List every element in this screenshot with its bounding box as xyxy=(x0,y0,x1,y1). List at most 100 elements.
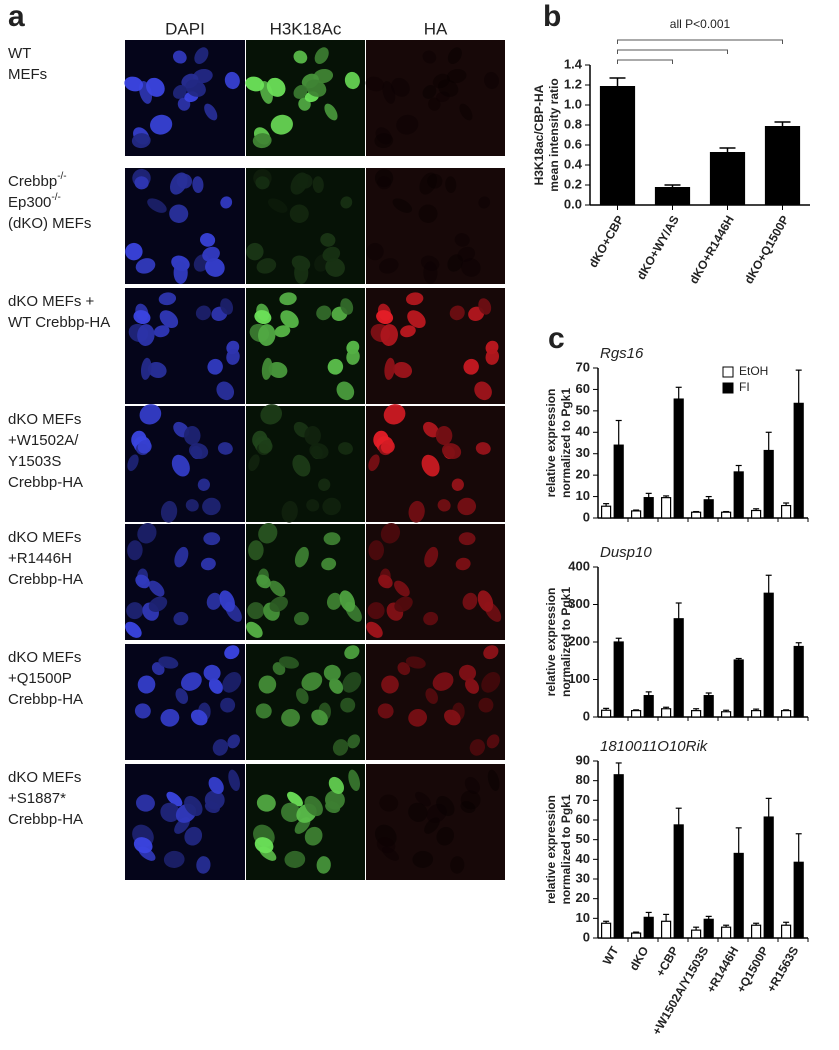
y-axis-label: H3K18ac/CBP-HA xyxy=(532,84,546,185)
row-label: MEFs xyxy=(8,66,47,83)
bar xyxy=(690,710,702,718)
y-tick-label: 40 xyxy=(576,851,590,866)
nucleus xyxy=(342,672,362,693)
y-axis-label: relative expression xyxy=(544,795,558,904)
nucleus xyxy=(290,172,309,195)
nucleus xyxy=(125,242,143,261)
nucleus xyxy=(344,71,360,90)
nucleus xyxy=(392,198,413,213)
y-tick-label: 70 xyxy=(576,359,590,374)
nucleus xyxy=(435,426,453,446)
nucleus xyxy=(380,523,401,544)
bar xyxy=(673,398,684,519)
y-tick-label: 10 xyxy=(576,910,590,925)
nucleus xyxy=(312,176,324,194)
row-label: Crebbp-HA xyxy=(8,571,83,588)
nucleus xyxy=(304,826,323,846)
nucleus xyxy=(420,255,440,271)
column-header: HA xyxy=(424,19,448,38)
nucleus xyxy=(461,258,481,277)
y-tick-label: 1.4 xyxy=(564,56,583,71)
y-axis-label: mean intensity ratio xyxy=(547,78,561,191)
bar xyxy=(673,618,684,718)
nucleus xyxy=(435,91,450,103)
nucleus xyxy=(325,801,341,814)
nucleus xyxy=(323,664,341,681)
nucleus xyxy=(174,546,189,568)
nucleus xyxy=(423,421,439,438)
y-tick-label: 90 xyxy=(576,752,590,767)
nucleus xyxy=(396,114,419,135)
nucleus xyxy=(158,656,179,669)
bar xyxy=(654,187,691,205)
nucleus xyxy=(381,675,399,694)
bar xyxy=(600,505,612,519)
row-label: Ep300-/- xyxy=(8,192,61,211)
nuclei xyxy=(255,645,362,756)
nucleus xyxy=(224,71,240,90)
bar xyxy=(763,816,774,939)
nuclei xyxy=(246,523,362,638)
nucleus xyxy=(332,739,349,756)
nucleus xyxy=(380,324,398,346)
nucleus xyxy=(366,621,383,638)
y-tick-label: 20 xyxy=(576,467,590,482)
nucleus xyxy=(190,709,208,726)
nucleus xyxy=(159,310,179,329)
nucleus xyxy=(318,478,331,491)
nucleus xyxy=(124,76,144,92)
nucleus xyxy=(247,602,265,620)
nucleus xyxy=(325,258,345,277)
nucleus xyxy=(446,68,467,84)
row-label: dKO MEFs xyxy=(8,769,81,786)
nucleus xyxy=(256,258,277,274)
nucleus xyxy=(279,656,299,669)
nucleus xyxy=(134,703,151,719)
nucleus xyxy=(374,168,394,188)
bar xyxy=(733,659,744,718)
nucleus xyxy=(153,325,170,338)
nucleus xyxy=(208,776,224,794)
nucleus xyxy=(185,79,206,97)
nucleus xyxy=(160,500,178,523)
nucleus xyxy=(281,802,301,822)
nucleus xyxy=(340,196,353,209)
row-label: Crebbp-HA xyxy=(8,691,83,708)
nucleus xyxy=(261,357,273,380)
annotation: all P<0.001 xyxy=(670,17,731,31)
nuclei xyxy=(249,292,360,401)
nucleus xyxy=(348,769,361,791)
nucleus xyxy=(293,611,309,626)
nucleus xyxy=(281,500,298,523)
y-tick-label: 0.6 xyxy=(564,136,582,151)
nucleus xyxy=(188,443,209,460)
x-tick-label: +W1502A/Y1503S xyxy=(649,944,711,1037)
nucleus xyxy=(281,708,300,727)
y-axis-label: relative expression xyxy=(544,588,558,697)
nucleus xyxy=(408,708,428,727)
nucleus xyxy=(270,114,293,135)
y-tick-label: 0.2 xyxy=(564,176,582,191)
bar xyxy=(690,511,702,519)
nucleus xyxy=(328,776,345,794)
nucleus xyxy=(139,404,162,425)
bar xyxy=(703,695,714,718)
nucleus xyxy=(306,499,320,512)
nuclei xyxy=(377,645,501,756)
bar xyxy=(793,861,804,939)
x-tick-label: dKO xyxy=(627,944,652,973)
nucleus xyxy=(338,442,353,455)
nucleus xyxy=(258,523,278,544)
nucleus xyxy=(296,688,309,704)
bar xyxy=(643,497,654,519)
nucleus xyxy=(486,734,500,749)
nucleus xyxy=(280,310,299,329)
nucleus xyxy=(200,557,216,571)
nucleus xyxy=(394,580,410,597)
nucleus xyxy=(382,80,396,104)
nucleus xyxy=(408,500,425,523)
nucleus xyxy=(172,50,187,64)
nucleus xyxy=(408,802,428,822)
bar xyxy=(793,645,804,718)
nucleus xyxy=(304,426,321,446)
